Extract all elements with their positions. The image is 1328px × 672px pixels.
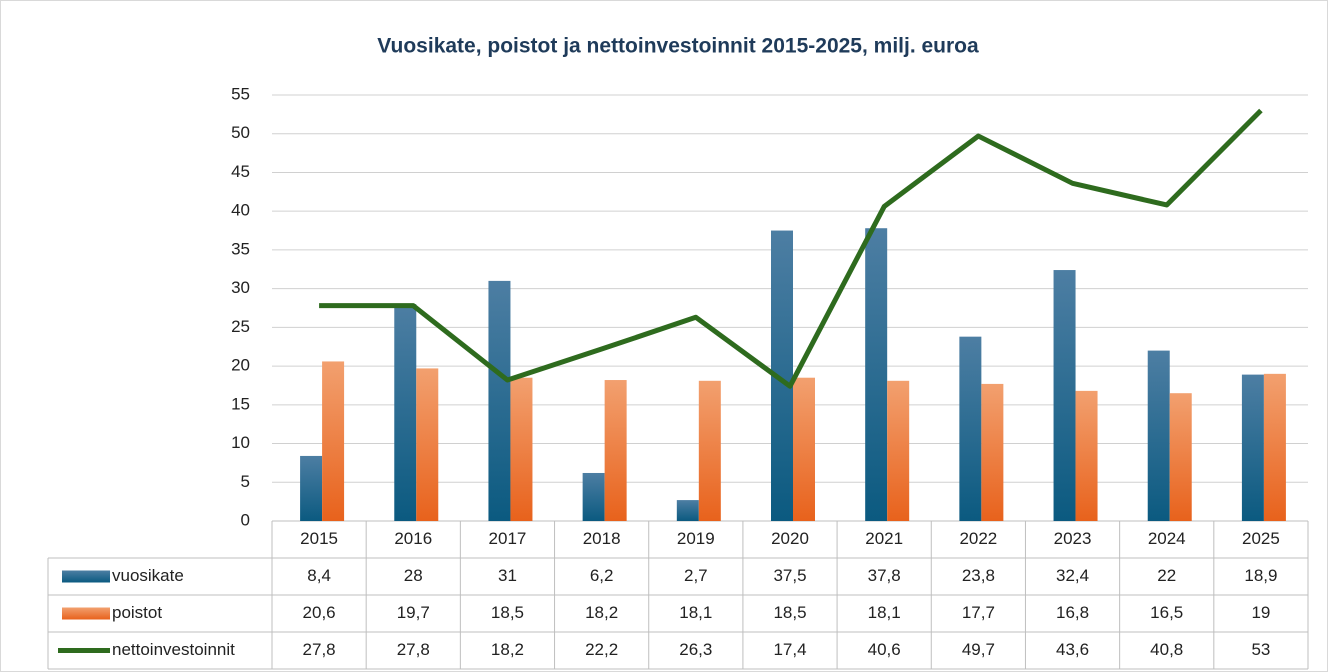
y-tick-label: 20 (231, 356, 250, 375)
table-cell: 22 (1157, 566, 1176, 585)
table-cell: 27,8 (397, 640, 430, 659)
bar (510, 377, 533, 521)
y-tick-label: 30 (231, 278, 250, 297)
table-cell: 18,2 (491, 640, 524, 659)
x-tick-label: 2024 (1148, 529, 1186, 548)
table-cell: 32,4 (1056, 566, 1089, 585)
table-cell: 43,6 (1056, 640, 1089, 659)
bar (488, 280, 511, 521)
table-cell: 6,2 (590, 566, 614, 585)
bar (416, 368, 439, 521)
line (319, 108, 1263, 389)
x-tick-label: 2015 (300, 529, 338, 548)
table-cell: 18,5 (491, 603, 524, 622)
x-tick-label: 2022 (959, 529, 997, 548)
table-cell: 22,2 (585, 640, 618, 659)
table-cell: 17,4 (773, 640, 806, 659)
table-cell: 40,6 (868, 640, 901, 659)
table-cell: 18,1 (679, 603, 712, 622)
table-cell: 49,7 (962, 640, 995, 659)
table-cell: 19 (1251, 603, 1270, 622)
bar (887, 380, 910, 521)
table-cell: 8,4 (307, 566, 331, 585)
bar (676, 500, 699, 521)
y-tick-label: 55 (231, 84, 250, 103)
x-tick-label: 2016 (394, 529, 432, 548)
legend-label: nettoinvestoinnit (112, 640, 235, 659)
x-tick-label: 2020 (771, 529, 809, 548)
table-cell: 16,8 (1056, 603, 1089, 622)
table-cell: 2,7 (684, 566, 708, 585)
x-tick-label: 2019 (677, 529, 715, 548)
table-cell: 53 (1251, 640, 1270, 659)
bar (959, 336, 982, 521)
y-tick-label: 25 (231, 317, 250, 336)
table-cell: 37,8 (868, 566, 901, 585)
chart-title: Vuosikate, poistot ja nettoinvestoinnit … (377, 35, 979, 58)
x-tick-label: 2025 (1242, 529, 1280, 548)
legend-label: vuosikate (112, 566, 184, 585)
bar (1263, 373, 1286, 521)
y-tick-label: 40 (231, 201, 250, 220)
table-cell: 27,8 (303, 640, 336, 659)
y-tick-label: 15 (231, 394, 250, 413)
bar (865, 228, 888, 522)
table-cell: 19,7 (397, 603, 430, 622)
table-cell: 16,5 (1150, 603, 1183, 622)
table-cell: 20,6 (303, 603, 336, 622)
x-tick-label: 2017 (489, 529, 527, 548)
x-tick-label: 2021 (865, 529, 903, 548)
legend-label: poistot (112, 603, 162, 622)
y-tick-label: 35 (231, 239, 250, 258)
table-cell: 17,7 (962, 603, 995, 622)
bar (582, 472, 605, 521)
bar (771, 230, 793, 521)
y-tick-label: 5 (241, 472, 250, 491)
y-tick-label: 50 (231, 123, 250, 142)
bar (1053, 270, 1076, 521)
table-cell: 28 (404, 566, 423, 585)
x-tick-label: 2023 (1054, 529, 1092, 548)
table-cell: 23,8 (962, 566, 995, 585)
y-tick-label: 0 (241, 510, 250, 529)
table-cell: 18,9 (1244, 566, 1277, 585)
legend-key (62, 607, 110, 620)
y-tick-label: 10 (231, 433, 250, 452)
table-cell: 18,2 (585, 603, 618, 622)
bar (394, 304, 417, 521)
bar (793, 377, 815, 521)
bar (300, 455, 323, 521)
table-cell: 18,1 (868, 603, 901, 622)
table-cell: 37,5 (773, 566, 806, 585)
bar (1075, 390, 1098, 521)
table-cell: 26,3 (679, 640, 712, 659)
y-tick-label: 45 (231, 162, 250, 181)
legend-key (62, 570, 110, 583)
bar (698, 380, 721, 521)
bar (1147, 350, 1170, 521)
bar (604, 380, 627, 521)
x-tick-label: 2018 (583, 529, 621, 548)
bar (1241, 374, 1264, 521)
bar (1169, 393, 1192, 521)
bar (981, 383, 1004, 521)
table-cell: 18,5 (773, 603, 806, 622)
table-cell: 40,8 (1150, 640, 1183, 659)
table-cell: 31 (498, 566, 517, 585)
bar (322, 361, 345, 521)
